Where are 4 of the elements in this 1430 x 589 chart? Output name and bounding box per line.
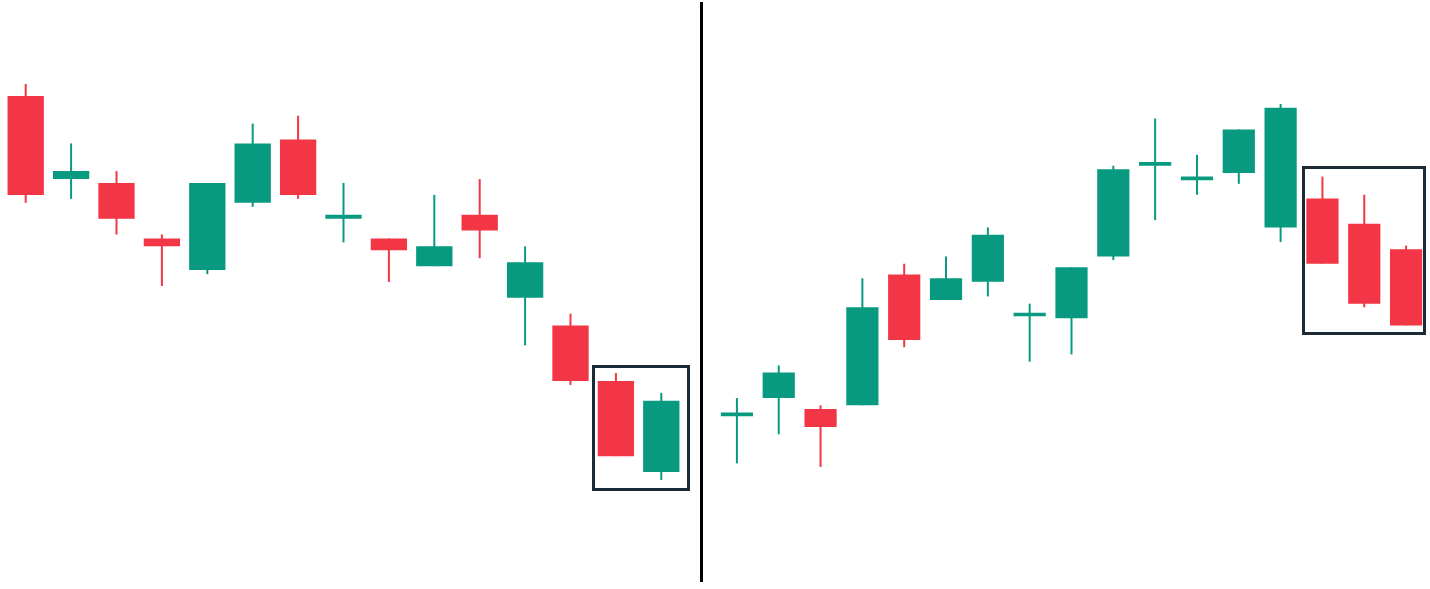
candlestick: [143, 233, 181, 287]
candlestick: [325, 182, 362, 244]
candlestick: [1139, 117, 1172, 222]
candlestick: [52, 142, 90, 200]
